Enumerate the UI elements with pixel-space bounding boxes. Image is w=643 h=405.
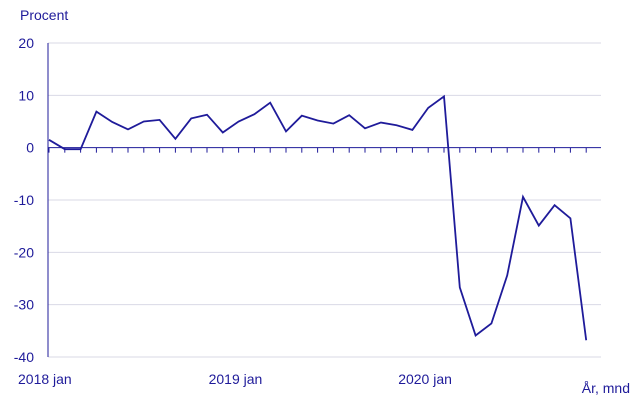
x-tick-label: 2018 jan [18,371,72,387]
x-tick-labels: 2018 jan 2019 jan 2020 jan [18,371,452,387]
y-axis-title: Procent [20,7,68,23]
y-tick-label: -10 [14,192,34,208]
axes [47,43,601,357]
y-tick-label: 0 [26,140,34,156]
x-axis-title: År, mnd [582,380,630,396]
y-tick-label: -40 [14,349,34,365]
y-tick-labels: 20 10 0 -10 -20 -30 -40 [14,35,34,365]
series [48,94,588,341]
y-tick-label: 20 [18,35,34,51]
y-tick-label: -30 [14,297,34,313]
x-tick-label: 2020 jan [398,371,452,387]
y-tick-label: 10 [18,87,34,103]
gridlines [48,42,601,358]
y-tick-label: -20 [14,244,34,260]
x-tick-label: 2019 jan [209,371,263,387]
series-line [48,94,588,341]
